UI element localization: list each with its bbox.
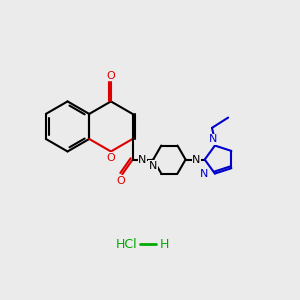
Text: N: N — [149, 161, 158, 171]
Text: N: N — [200, 169, 208, 178]
Text: N: N — [192, 154, 200, 165]
Text: HCl: HCl — [116, 238, 137, 251]
Text: N: N — [138, 154, 147, 165]
Text: O: O — [116, 176, 125, 186]
Text: O: O — [106, 153, 115, 163]
Text: O: O — [106, 71, 115, 81]
Text: H: H — [160, 238, 169, 251]
Text: N: N — [209, 134, 218, 144]
